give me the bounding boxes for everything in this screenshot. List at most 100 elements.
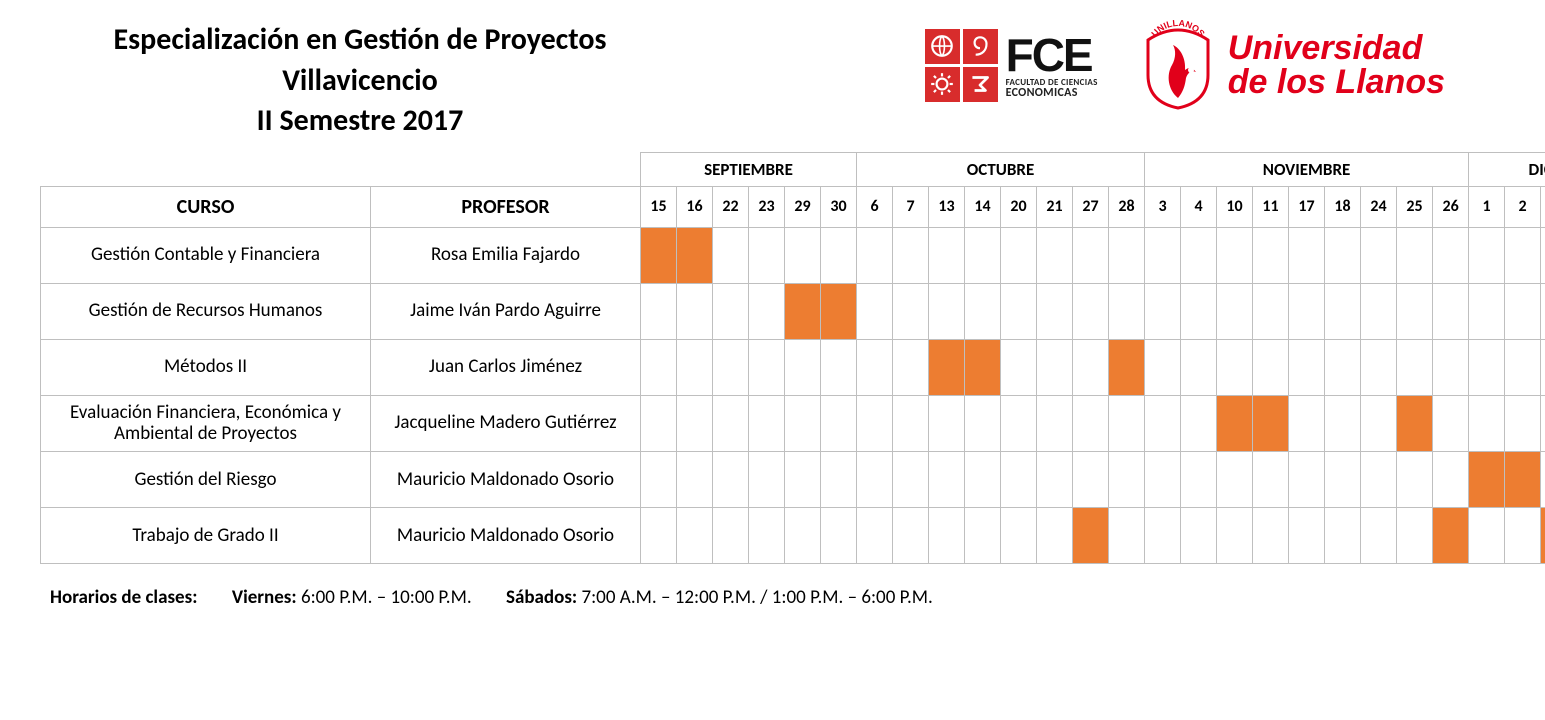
schedule-cell [1001,339,1037,395]
schedule-cell [1037,508,1073,564]
table-row: Gestión Contable y FinancieraRosa Emilia… [41,227,1545,283]
uni-text-1: Universidad [1228,31,1445,65]
schedule-cell [893,227,929,283]
schedule-cell [1433,395,1469,452]
uni-text-2: de los Llanos [1228,65,1445,99]
schedule-cell [1469,227,1505,283]
curso-cell: Gestión del Riesgo [41,452,371,508]
schedule-cell [1433,508,1469,564]
title-line-2: Villavicencio [80,61,640,102]
schedule-cell [1181,452,1217,508]
schedule-cell [1325,508,1361,564]
schedule-cell [1433,452,1469,508]
schedule-cell [1217,283,1253,339]
fce-text-big: FCE [1006,32,1098,78]
schedule-cell [965,227,1001,283]
schedule-cell [1397,395,1433,452]
schedule-cell [821,283,857,339]
schedule-cell [1109,395,1145,452]
schedule-cell [1289,452,1325,508]
day-header: 22 [713,186,749,227]
schedule-cell [1181,395,1217,452]
schedule-cell [1361,339,1397,395]
day-header: 23 [749,186,785,227]
schedule-cell [1109,452,1145,508]
schedule-cell [929,339,965,395]
schedule-cell [1325,395,1361,452]
schedule-cell [749,508,785,564]
schedule-cell [1145,452,1181,508]
schedule-cell [929,395,965,452]
logo-block: FCE FACULTAD DE CIENCIAS ECONOMICAS UNIL… [925,20,1505,110]
schedule-cell [1469,508,1505,564]
schedule-cell [1397,452,1433,508]
schedule-cell [785,283,821,339]
schedule-cell [1037,452,1073,508]
profesor-cell: Jacqueline Madero Gutiérrez [371,395,641,452]
day-header: 13 [929,186,965,227]
schedule-cell [929,283,965,339]
schedule-cell [857,227,893,283]
schedule-cell [1253,452,1289,508]
schedule-cell [1361,395,1397,452]
schedule-cell [1145,227,1181,283]
month-header: NOVIEMBRE [1145,152,1469,186]
schedule-cell [785,508,821,564]
schedule-cell [965,508,1001,564]
schedule-cell [1469,395,1505,452]
footer-sabados-label: Sábados: [506,586,577,609]
schedule-cell [893,283,929,339]
schedule-cell [821,227,857,283]
curso-cell: Gestión Contable y Financiera [41,227,371,283]
day-header: 17 [1289,186,1325,227]
schedule-cell [1145,395,1181,452]
month-header: OCTUBRE [857,152,1145,186]
schedule-cell [857,283,893,339]
day-header: 29 [785,186,821,227]
schedule-cell [1109,339,1145,395]
schedule-cell [929,452,965,508]
schedule-cell [713,452,749,508]
schedule-cell [1037,227,1073,283]
schedule-cell [1253,339,1289,395]
schedule-cell [1073,452,1109,508]
schedule-cell [749,339,785,395]
day-header: 18 [1325,186,1361,227]
schedule-cell [1469,452,1505,508]
day-header: 20 [1001,186,1037,227]
schedule-cell [857,508,893,564]
schedule-cell [929,227,965,283]
fce-logo: FCE FACULTAD DE CIENCIAS ECONOMICAS [925,29,1098,102]
day-header: 11 [1253,186,1289,227]
schedule-cell [1361,283,1397,339]
schedule-table: SEPTIEMBREOCTUBRENOVIEMBREDICCURSOPROFES… [40,152,1545,565]
schedule-cell [749,283,785,339]
schedule-cell [857,452,893,508]
schedule-cell [1109,508,1145,564]
day-header: 26 [1433,186,1469,227]
schedule-cell [677,452,713,508]
schedule-cell [677,339,713,395]
profesor-cell: Jaime Iván Pardo Aguirre [371,283,641,339]
schedule-cell [893,395,929,452]
schedule-cell [1253,283,1289,339]
schedule-cell [965,339,1001,395]
schedule-cell [1397,508,1433,564]
footer-viernes-time: 6:00 P.M. – 10:00 P.M. [301,586,472,609]
schedule-cell [641,395,677,452]
schedule-cell [677,283,713,339]
schedule-cell [1037,283,1073,339]
profesor-cell: Mauricio Maldonado Osorio [371,508,641,564]
month-header: DIC [1469,152,1545,186]
schedule-cell [1469,339,1505,395]
schedule-cell [641,508,677,564]
schedule-cell [1181,227,1217,283]
schedule-cell [821,339,857,395]
schedule-cell [1145,283,1181,339]
schedule-cell [1217,339,1253,395]
schedule-cell [1397,283,1433,339]
schedule-cell [641,227,677,283]
footer-label: Horarios de clases: [50,586,197,609]
schedule-cell [1505,395,1541,452]
schedule-cell [1325,452,1361,508]
